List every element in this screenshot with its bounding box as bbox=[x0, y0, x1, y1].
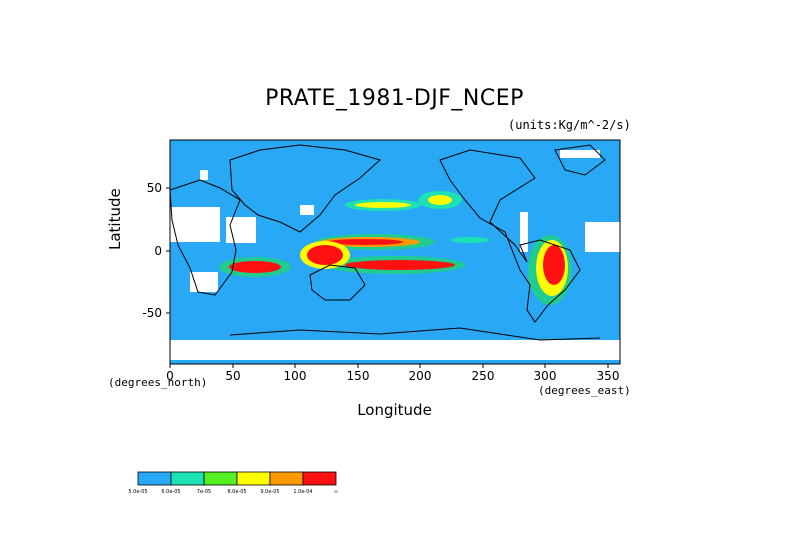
x-tick-label: 150 bbox=[347, 369, 370, 383]
legend-labels: 5.0e-05 6.0e-05 7e-05 8.0e-05 9.0e-05 1.… bbox=[128, 489, 338, 495]
y-tick-label: 50 bbox=[147, 181, 162, 195]
x-axis-ticks bbox=[169, 364, 609, 368]
x-tick-label: 200 bbox=[409, 369, 432, 383]
map-frame bbox=[169, 139, 621, 365]
x-unit-label-north: (degrees_north) bbox=[108, 376, 208, 389]
x-tick-label: 250 bbox=[472, 369, 495, 383]
legend-label: ∞ bbox=[334, 489, 338, 495]
x-tick-label: 50 bbox=[225, 369, 240, 383]
legend-label: 8.0e-05 bbox=[227, 489, 246, 495]
legend-swatch bbox=[203, 471, 238, 486]
x-unit-label-east: (degrees_east) bbox=[538, 384, 631, 397]
legend-swatch bbox=[269, 471, 304, 486]
legend-label: 9.0e-05 bbox=[260, 489, 279, 495]
missing-areas bbox=[170, 150, 620, 360]
x-tick-label: 300 bbox=[534, 369, 557, 383]
y-tick-label: -50 bbox=[142, 306, 162, 320]
legend-label: 6.0e-05 bbox=[161, 489, 180, 495]
legend-label: 1.0e-04 bbox=[293, 489, 312, 495]
y-axis-ticks bbox=[166, 187, 170, 314]
coastlines bbox=[169, 144, 606, 341]
legend-swatch bbox=[302, 471, 337, 486]
x-tick-label: 100 bbox=[284, 369, 307, 383]
x-tick-label: 0 bbox=[166, 369, 174, 383]
x-axis-label: Longitude bbox=[357, 401, 432, 419]
legend-swatch bbox=[137, 471, 172, 486]
x-tick-label: 350 bbox=[597, 369, 620, 383]
map-title: PRATE_1981-DJF_NCEP bbox=[265, 86, 524, 111]
legend-label: 7e-05 bbox=[197, 489, 211, 495]
legend-swatch bbox=[236, 471, 271, 486]
rain-bands bbox=[219, 191, 572, 305]
legend-swatch bbox=[170, 471, 205, 486]
legend-colorbar bbox=[137, 471, 337, 486]
units-label: (units:Kg/m^-2/s) bbox=[508, 118, 631, 132]
y-tick-label: 0 bbox=[154, 244, 162, 258]
legend-label: 5.0e-05 bbox=[128, 489, 147, 495]
